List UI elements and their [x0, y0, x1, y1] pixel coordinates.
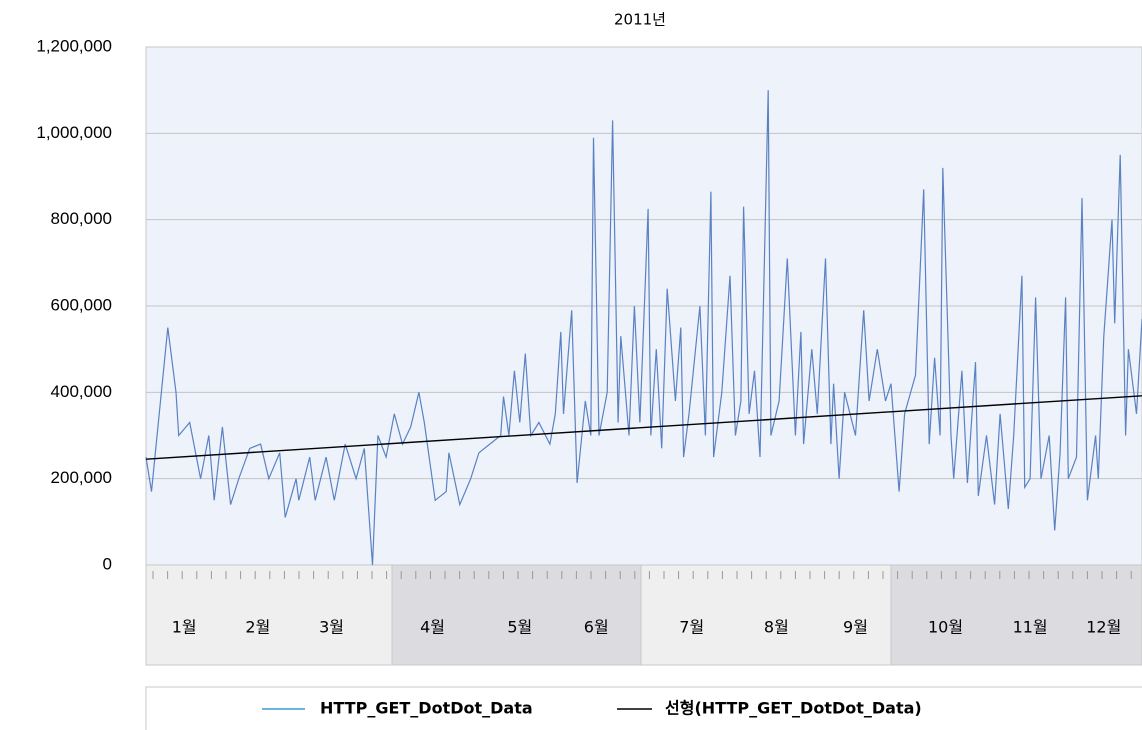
y-tick-label: 400,000 [51, 382, 112, 401]
x-tick-label: 9월 [843, 618, 868, 637]
data-line [145, 90, 1142, 566]
y-tick-label: 1,200,000 [36, 36, 112, 55]
x-tick-label: 11월 [1013, 618, 1048, 637]
legend-label: 선형(HTTP_GET_DotDot_Data) [665, 699, 922, 718]
legend-label: HTTP_GET_DotDot_Data [320, 699, 533, 718]
trend-line [145, 395, 1142, 460]
legend-box [145, 686, 1142, 730]
y-tick-label: 0 [103, 554, 112, 573]
x-tick-label: 5월 [507, 618, 532, 637]
x-tick-label: 1월 [172, 618, 197, 637]
axis-band [391, 564, 642, 666]
x-tick-label: 7월 [679, 618, 704, 637]
x-tick-label: 8월 [764, 618, 789, 637]
y-tick-label: 600,000 [51, 295, 112, 314]
y-tick-label: 800,000 [51, 209, 112, 228]
x-tick-label: 4월 [420, 618, 445, 637]
y-tick-label: 200,000 [51, 468, 112, 487]
x-tick-label: 3월 [319, 618, 344, 637]
axis-band [145, 564, 393, 666]
axis-band [640, 564, 892, 666]
axis-band [890, 564, 1142, 666]
y-tick-label: 1,000,000 [36, 123, 112, 142]
x-tick-label: 6월 [584, 618, 609, 637]
chart-title: 2011년 [614, 11, 666, 29]
x-tick-label: 2월 [245, 618, 270, 637]
x-tick-label: 10월 [928, 618, 963, 637]
x-tick-label: 12월 [1086, 618, 1121, 637]
